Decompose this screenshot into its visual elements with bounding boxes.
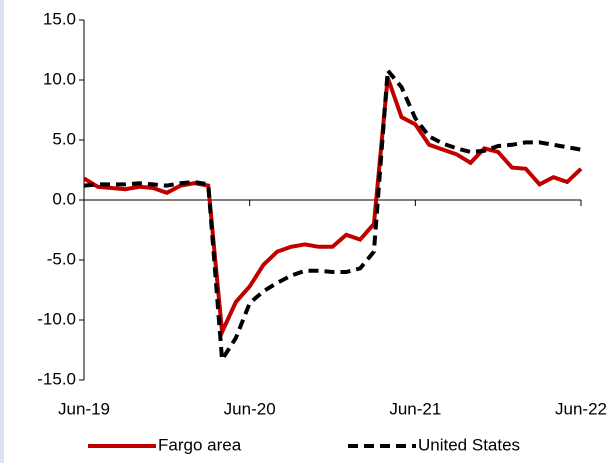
y-tick-label: 0.0 — [52, 189, 76, 208]
y-tick-label: 15.0 — [43, 9, 76, 28]
left-edge — [0, 0, 4, 463]
legend-label: Fargo area — [158, 435, 242, 454]
x-tick-label: Jun-20 — [224, 399, 276, 418]
x-tick-label: Jun-22 — [555, 399, 607, 418]
y-tick-label: -10.0 — [37, 309, 76, 328]
y-tick-label: -15.0 — [37, 369, 76, 388]
x-tick-label: Jun-21 — [389, 399, 441, 418]
y-tick-label: 5.0 — [52, 129, 76, 148]
y-tick-label: -5.0 — [47, 249, 76, 268]
series-line — [83, 65, 582, 366]
x-tick-label: Jun-19 — [58, 399, 110, 418]
y-tick-label: 10.0 — [43, 69, 76, 88]
series-line — [82, 76, 583, 340]
legend-label: United States — [418, 435, 520, 454]
